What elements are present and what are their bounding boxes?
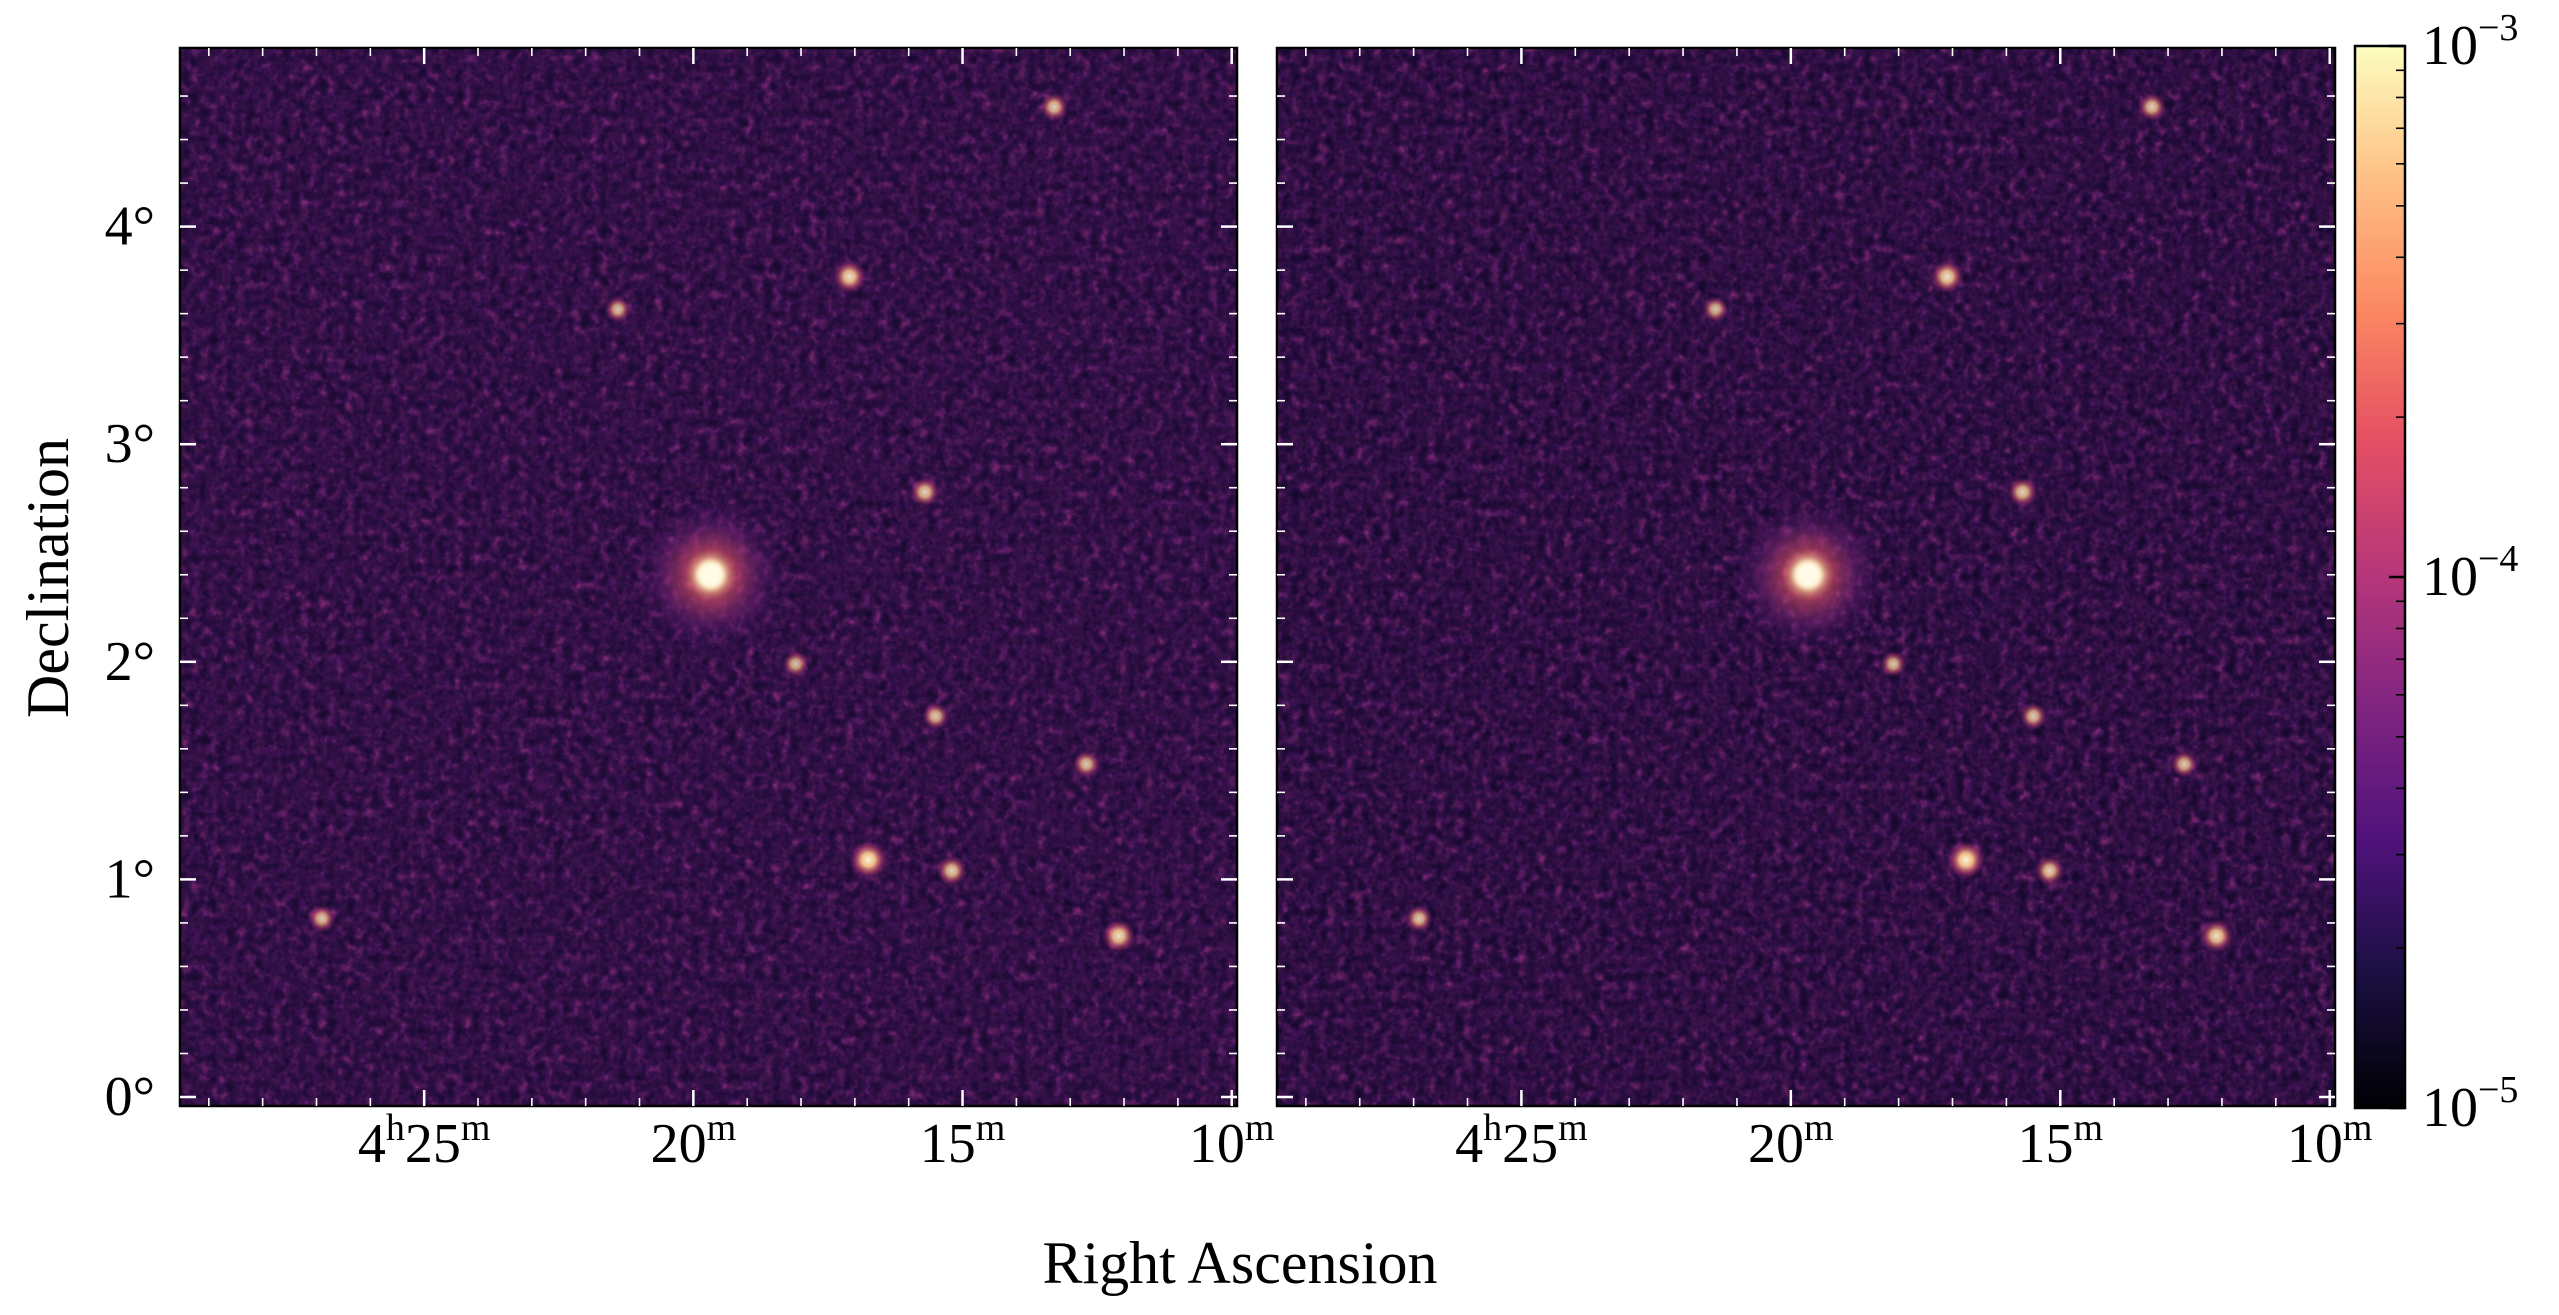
point-source (2007, 476, 2038, 508)
right-panel (1277, 48, 2335, 1106)
point-source (2034, 855, 2065, 886)
ra-tick-label: 20m (651, 1107, 737, 1175)
point-source (921, 702, 950, 731)
bright-source-core (696, 560, 725, 589)
ra-tick-label: 4h25m (1455, 1107, 1588, 1175)
point-source (1101, 918, 1136, 953)
point-source (1072, 750, 1101, 779)
dec-tick-label: 1° (105, 848, 155, 910)
point-source (1930, 259, 1965, 294)
point-source (936, 855, 967, 886)
dec-tick-label: 4° (105, 196, 155, 258)
ra-tick-label: 20m (1748, 1107, 1834, 1175)
point-source (2019, 702, 2048, 731)
point-source (848, 840, 888, 880)
y-axis-label: Declination (15, 438, 81, 718)
point-source (2199, 918, 2234, 953)
colorbar-tick-label: 10−5 (2422, 1069, 2518, 1139)
x-axis-label: Right Ascension (1042, 1230, 1437, 1296)
point-source (1701, 295, 1729, 323)
ra-tick-label: 4h25m (358, 1107, 491, 1175)
ra-tick-label: 15m (2017, 1107, 2103, 1175)
point-source (2137, 92, 2167, 122)
point-source (604, 295, 632, 323)
ra-tick-labels: 4h25m 20m 15m 10m 4h25m 20m 15m 10m (358, 1107, 2373, 1175)
right-sources (1405, 92, 2234, 953)
colorbar-tick-label: 10−3 (2422, 7, 2518, 77)
point-source (1946, 840, 1986, 880)
left-sources (307, 92, 1136, 953)
ra-tick-label: 10m (1189, 1107, 1275, 1175)
bright-source-core (1794, 560, 1823, 589)
dec-tick-label: 3° (105, 413, 155, 475)
point-source (1039, 92, 1069, 122)
colorbar-ticks: 10−3 10−4 10−5 (2389, 7, 2518, 1139)
point-source (2170, 750, 2199, 779)
ra-tick-label: 10m (2287, 1107, 2373, 1175)
left-panel (180, 48, 1237, 1106)
right-panel-frame (1275, 46, 2337, 1108)
point-source (832, 259, 867, 294)
right-panel-ticks (1277, 48, 2335, 1106)
colorbar-tick-label: 10−4 (2422, 538, 2518, 608)
left-panel-frame (178, 46, 1239, 1108)
dec-tick-labels: 0° 1° 2° 3° 4° (105, 196, 155, 1128)
ra-tick-label: 15m (920, 1107, 1006, 1175)
point-source (782, 650, 810, 678)
point-source (307, 904, 336, 933)
dec-tick-label: 0° (105, 1066, 155, 1128)
point-source (909, 476, 941, 508)
left-panel-ticks (180, 48, 1237, 1106)
dec-tick-label: 2° (105, 631, 155, 693)
point-source (1879, 650, 1907, 678)
point-source (1405, 904, 1434, 933)
